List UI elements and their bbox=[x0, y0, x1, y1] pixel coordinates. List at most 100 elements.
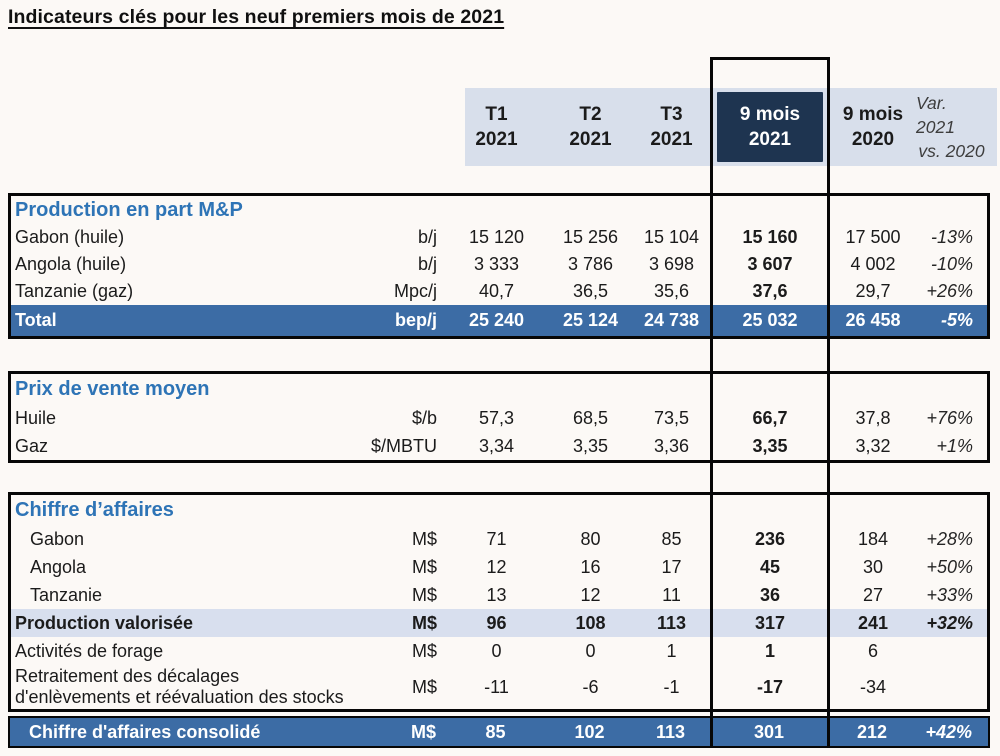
table-row: Tanzanie (gaz) Mpc/j 40,7 36,5 35,6 37,6 29,7 +… bbox=[11, 278, 987, 305]
value-t3-2021: -1 bbox=[663, 676, 680, 697]
value-var: +76% bbox=[926, 407, 973, 428]
value-9mois-2021: 301 bbox=[753, 721, 785, 742]
column-header-line1: Var. 2021 bbox=[916, 93, 955, 137]
value-9mois-2021: 3,35 bbox=[752, 435, 788, 456]
row-label: Gabon (huile) bbox=[15, 227, 125, 247]
page-title: Indicateurs clés pour les neuf premiers … bbox=[8, 6, 505, 28]
row-label: Angola bbox=[30, 556, 87, 577]
value-t3-2021: 15 104 bbox=[643, 227, 700, 247]
table-row: Chiffre d'affaires consolidé M$ 85 102 113 30… bbox=[10, 718, 988, 746]
table-row: Activités de forage M$ 0 0 1 1 6 bbox=[11, 637, 987, 665]
row-label: Activités de forage bbox=[15, 640, 164, 661]
value-9mois-2020: 3,32 bbox=[855, 435, 891, 456]
value-9mois-2020: 37,8 bbox=[855, 407, 891, 428]
value-t1-2021: 25 240 bbox=[468, 310, 525, 330]
value-t1-2021: 85 bbox=[485, 721, 506, 742]
value-t3-2021: 113 bbox=[656, 612, 687, 633]
table-row: Production valorisée M$ 96 108 113 317 241 +32% bbox=[11, 609, 987, 637]
value-9mois-2021: 3 607 bbox=[747, 254, 793, 274]
table-row: Huile $/b 57,3 68,5 73,5 66,7 37,8 +76% bbox=[11, 404, 987, 432]
row-unit: M$ bbox=[410, 721, 436, 742]
value-9mois-2021: 36 bbox=[759, 584, 781, 605]
row-label: Production valorisée bbox=[15, 612, 194, 633]
highlight-box-right-line bbox=[827, 57, 830, 748]
value-9mois-2020: 184 bbox=[857, 528, 889, 549]
row-unit: b/j bbox=[417, 254, 437, 274]
column-header-line2: 2021 bbox=[569, 129, 612, 150]
table-row: Retraitement des décalages d'enlèvements… bbox=[11, 665, 987, 709]
row-unit: Mpc/j bbox=[393, 281, 437, 301]
value-var: +26% bbox=[926, 281, 973, 301]
table-row: Gabon M$ 71 80 85 236 184 +28% bbox=[11, 525, 987, 553]
value-9mois-2020: 4 002 bbox=[850, 254, 896, 274]
row-unit: M$ bbox=[411, 584, 437, 605]
value-9mois-2021: 66,7 bbox=[752, 407, 788, 428]
row-unit: M$ bbox=[411, 640, 437, 661]
table-row: Tanzanie M$ 13 12 11 36 27 +33% bbox=[11, 581, 987, 609]
value-var: +50% bbox=[926, 556, 973, 577]
row-label: Tanzanie (gaz) bbox=[15, 281, 134, 301]
value-t1-2021: 40,7 bbox=[478, 281, 515, 301]
table-header-row: T1 2021 T2 2021 T3 2021 9 mois 2021 9 mois 2020 Va… bbox=[11, 88, 987, 166]
value-t3-2021: 17 bbox=[661, 556, 682, 577]
section-title: Chiffre d’affaires bbox=[15, 498, 174, 521]
column-header-line1: T2 bbox=[579, 104, 602, 125]
value-9mois-2021: 317 bbox=[754, 612, 786, 633]
value-var: +42% bbox=[925, 721, 972, 742]
value-t3-2021: 24 738 bbox=[643, 310, 700, 330]
value-t2-2021: 3 786 bbox=[567, 254, 614, 274]
value-9mois-2021: 15 160 bbox=[742, 227, 798, 247]
row-label: Tanzanie bbox=[30, 584, 103, 605]
column-header-line2: 2021 bbox=[748, 129, 792, 150]
row-label: Total bbox=[15, 310, 57, 330]
value-9mois-2020: 27 bbox=[862, 584, 884, 605]
row-label: Gaz bbox=[15, 435, 49, 456]
value-9mois-2020: 17 500 bbox=[845, 227, 901, 247]
column-header-t3-2021: T3 2021 bbox=[633, 88, 710, 166]
value-t2-2021: 15 256 bbox=[562, 227, 619, 247]
row-unit: M$ bbox=[411, 612, 437, 633]
value-9mois-2021: 25 032 bbox=[742, 310, 798, 330]
value-9mois-2021: 45 bbox=[759, 556, 781, 577]
value-t2-2021: 0 bbox=[585, 640, 596, 661]
value-t2-2021: 36,5 bbox=[572, 281, 609, 301]
row-unit: M$ bbox=[411, 556, 437, 577]
header-spacer-unit bbox=[345, 88, 445, 166]
value-var: -5% bbox=[940, 310, 973, 330]
value-t3-2021: 85 bbox=[661, 528, 682, 549]
section-title: Production en part M&P bbox=[15, 198, 243, 221]
highlight-box-top-line bbox=[710, 57, 830, 60]
header-spacer-label bbox=[11, 88, 345, 166]
section-box: Prix de vente moyen Huile $/b 57,3 68,5 73,5 6… bbox=[8, 371, 990, 463]
value-9mois-2020: -34 bbox=[859, 676, 886, 697]
column-header-line2: vs. 2020 bbox=[918, 141, 985, 161]
column-header-var-2021-vs-2020: Var. 2021 vs. 2020 bbox=[916, 88, 987, 166]
row-label: Gabon bbox=[30, 528, 85, 549]
value-9mois-2021: 236 bbox=[754, 528, 786, 549]
value-t3-2021: 73,5 bbox=[653, 407, 690, 428]
table-row: Total bep/j 25 240 25 124 24 738 25 032 26 458… bbox=[11, 305, 987, 336]
value-t3-2021: 3,36 bbox=[653, 435, 690, 456]
value-9mois-2021: -17 bbox=[756, 676, 783, 697]
value-var: +1% bbox=[936, 435, 973, 456]
row-label: Huile bbox=[15, 407, 57, 428]
row-unit: $/b bbox=[411, 407, 437, 428]
value-9mois-2021: 37,6 bbox=[752, 281, 788, 301]
value-t1-2021: 96 bbox=[486, 612, 507, 633]
column-header-line1: T3 bbox=[660, 104, 683, 125]
value-t3-2021: 11 bbox=[662, 584, 681, 605]
value-t1-2021: 15 120 bbox=[468, 227, 525, 247]
column-header-9-mois-2021: 9 mois 2021 bbox=[717, 92, 823, 162]
column-header-line2: 2021 bbox=[650, 129, 693, 150]
row-unit: $/MBTU bbox=[370, 435, 437, 456]
section-box: Chiffre d’affaires Gabon M$ 71 80 85 236 184 +28… bbox=[8, 492, 990, 712]
value-9mois-2021: 1 bbox=[764, 640, 775, 661]
value-t2-2021: 3,35 bbox=[572, 435, 609, 456]
value-t2-2021: 12 bbox=[580, 584, 601, 605]
value-t2-2021: 108 bbox=[575, 612, 606, 633]
column-header-line2: 2020 bbox=[851, 129, 895, 150]
value-t3-2021: 3 698 bbox=[648, 254, 695, 274]
value-t2-2021: 102 bbox=[574, 721, 605, 742]
value-t1-2021: -11 bbox=[484, 676, 509, 697]
